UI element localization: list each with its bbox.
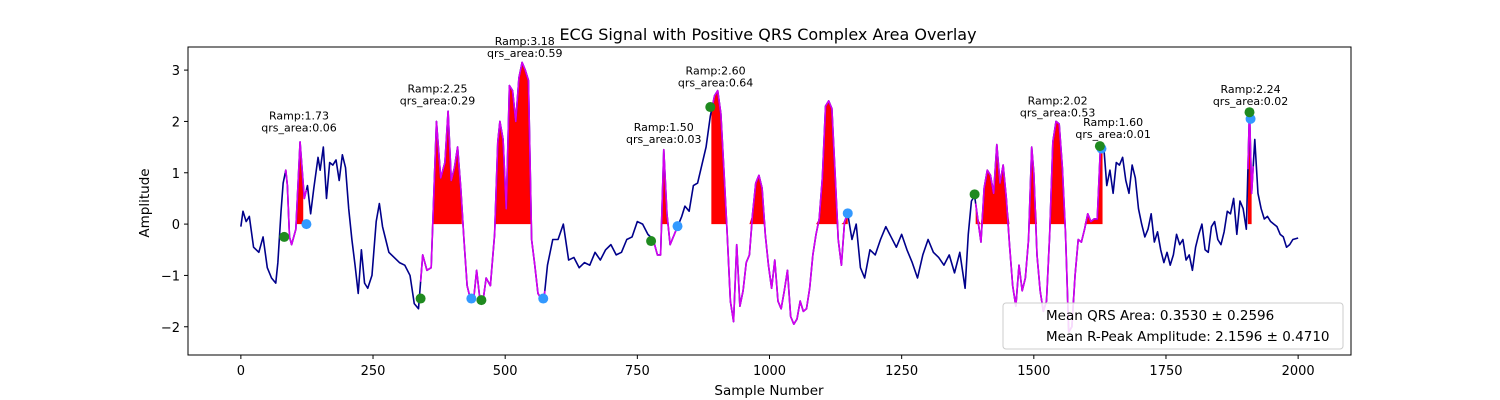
annotation-ramp-5: Ramp:2.02 <box>1028 94 1088 107</box>
annotation-area-2: qrs_area:0.59 <box>487 47 562 60</box>
chart-title: ECG Signal with Positive QRS Complex Are… <box>559 25 976 44</box>
annotations: Ramp:1.73 qrs_area:0.06 Ramp:2.25 qrs_ar… <box>261 35 1288 146</box>
qrs-offset-point <box>466 293 477 304</box>
qrs-segment-line <box>1247 108 1254 195</box>
x-tick-label: 250 <box>361 364 386 379</box>
y-tick-label: 3 <box>172 64 180 79</box>
x-axis-title: Sample Number <box>714 383 824 399</box>
qrs-segment-line <box>651 148 679 256</box>
annotation-area-0: qrs_area:0.06 <box>261 121 336 134</box>
qrs-segment-line <box>419 61 546 302</box>
annotation-area-6: qrs_area:0.01 <box>1075 128 1150 141</box>
qrs-area-fill <box>432 111 462 225</box>
annotation-area-4: qrs_area:0.64 <box>678 77 753 90</box>
y-tick-label: −2 <box>161 321 180 336</box>
annotation-area-5: qrs_area:0.53 <box>1020 106 1095 119</box>
annotation-area-3: qrs_area:0.03 <box>626 133 701 146</box>
qrs-onset-point <box>415 293 426 304</box>
qrs-onset-point <box>705 102 716 113</box>
qrs-area-fill <box>291 141 304 225</box>
qrs-segment-line <box>284 141 308 246</box>
qrs-onset-point <box>1094 141 1105 152</box>
qrs-onset-point <box>279 231 290 242</box>
x-tick-label: 1000 <box>753 364 786 379</box>
qrs-segment-line <box>974 120 1104 333</box>
qrs-onset-point <box>476 295 487 306</box>
legend-entry-qrs-area: Mean QRS Area: 0.3530 ± 0.2596 <box>1046 308 1274 324</box>
y-axis-title: Amplitude <box>137 168 153 237</box>
signal-lines <box>240 61 1299 333</box>
x-tick-label: 1250 <box>885 364 918 379</box>
qrs-area-fill <box>711 90 848 225</box>
x-tick-label: 0 <box>237 364 245 379</box>
annotation-ramp-2: Ramp:3.18 <box>495 35 555 48</box>
annotation-ramp-3: Ramp:1.50 <box>634 121 694 134</box>
qrs-onset-point <box>1244 107 1255 118</box>
x-tick-label: 500 <box>493 364 518 379</box>
annotation-ramp-0: Ramp:1.73 <box>269 109 329 122</box>
qrs-onset-point <box>969 189 980 200</box>
qrs-offset-point <box>672 221 683 232</box>
annotation-ramp-1: Ramp:2.25 <box>407 83 467 96</box>
qrs-offset-point <box>301 219 312 230</box>
qrs-area-fill <box>975 121 1103 225</box>
legend-entry-r-peak: Mean R-Peak Amplitude: 2.1596 ± 0.4710 <box>1046 329 1330 345</box>
annotation-ramp-4: Ramp:2.60 <box>686 65 746 78</box>
qrs-offset-point <box>538 293 549 304</box>
annotation-ramp-6: Ramp:1.60 <box>1083 116 1143 129</box>
legend-box <box>1002 302 1344 350</box>
qrs-onset-point <box>646 236 657 247</box>
y-tick-label: 0 <box>172 218 180 233</box>
y-tick-label: 1 <box>172 167 180 182</box>
x-tick-label: 750 <box>625 364 650 379</box>
qrs-area-fill <box>494 62 531 225</box>
annotation-area-7: qrs_area:0.02 <box>1213 95 1288 108</box>
qrs-offset-point <box>842 208 853 219</box>
x-axis: 0 250 500 750 1000 1250 1500 1750 2000 <box>237 355 1315 379</box>
x-tick-label: 1500 <box>1017 364 1050 379</box>
annotation-ramp-7: Ramp:2.24 <box>1221 83 1281 96</box>
legend: Mean QRS Area: 0.3530 ± 0.2596 Mean R-Pe… <box>1002 302 1344 350</box>
qrs-area-fills <box>291 62 1252 225</box>
qrs-segment-line <box>710 89 849 325</box>
y-axis: −2 −1 0 1 2 3 <box>161 64 188 336</box>
y-tick-label: −1 <box>161 269 180 284</box>
x-tick-label: 1750 <box>1149 364 1182 379</box>
x-tick-label: 2000 <box>1282 364 1315 379</box>
peak-markers <box>279 102 1256 306</box>
y-tick-label: 2 <box>172 115 180 130</box>
annotation-area-1: qrs_area:0.29 <box>400 95 475 108</box>
